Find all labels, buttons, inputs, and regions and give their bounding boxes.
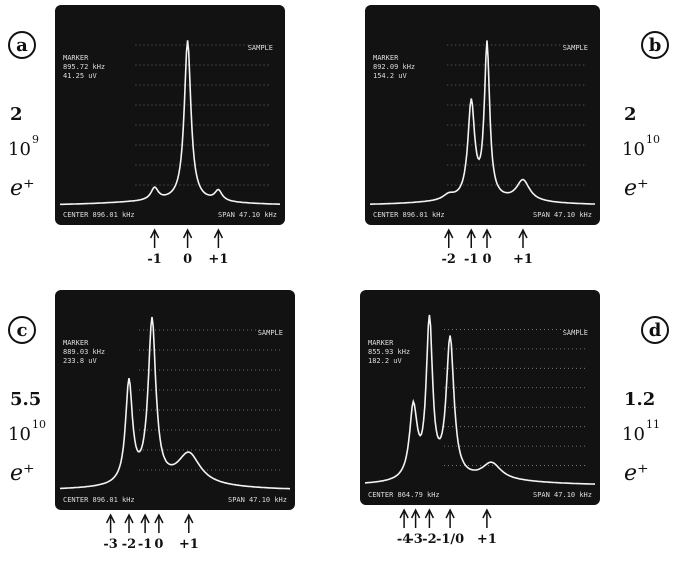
arrow-head — [213, 228, 224, 239]
marker-freq: 895.72 kHz — [63, 63, 105, 71]
marker-amp: 41.25 uV — [63, 72, 98, 80]
panel-label: d — [649, 320, 662, 341]
density-exponent: 10 — [32, 418, 46, 431]
label-circle — [641, 316, 669, 344]
arrow-label: 0 — [154, 537, 163, 552]
arrow-head — [149, 228, 160, 239]
center: CENTER 896.01 kHz — [373, 211, 445, 219]
arrow-head — [124, 513, 134, 524]
arrow-label: -1/0 — [436, 532, 464, 547]
mode: SAMPLE — [248, 44, 273, 52]
density-exponent: 9 — [32, 133, 39, 146]
arrow-head — [445, 508, 455, 519]
screen — [55, 290, 295, 510]
arrow-label: +1 — [179, 537, 199, 552]
marker-amp: 154.2 uV — [373, 72, 408, 80]
screen — [360, 290, 600, 505]
label-circle — [641, 31, 669, 59]
arrow-head — [410, 508, 421, 519]
arrow-head — [184, 513, 194, 524]
span: SPAN 47.10 kHz — [533, 491, 592, 499]
density: 2 — [624, 104, 637, 125]
marker-label: MARKER — [63, 54, 89, 62]
arrow-label: 0 — [482, 252, 491, 267]
density-exponent: 10 — [646, 133, 660, 146]
trace — [364, 314, 595, 485]
arrow-head — [182, 228, 193, 239]
density-base: 10 — [8, 424, 31, 445]
trace — [60, 316, 290, 490]
arrow-label: +1 — [477, 532, 497, 547]
mode: SAMPLE — [563, 44, 588, 52]
marker-amp: 233.8 uV — [63, 357, 98, 365]
arrow-head — [466, 228, 476, 239]
arrow-head — [399, 508, 409, 519]
trace — [59, 40, 280, 206]
panel-label: a — [16, 35, 28, 56]
arrow-head — [105, 513, 116, 524]
arrow-head — [482, 508, 492, 519]
arrow-label: -4 — [397, 532, 411, 547]
arrow-label: -3 — [408, 532, 422, 547]
density: 1.2 — [624, 389, 655, 410]
density: 5.5 — [10, 389, 41, 410]
marker-label: MARKER — [373, 54, 399, 62]
density-base: 10 — [8, 139, 31, 160]
arrow-head — [444, 228, 454, 239]
arrow-label: 0 — [183, 252, 192, 267]
arrow-head — [154, 513, 164, 524]
mode: SAMPLE — [258, 329, 283, 337]
particle: e⁺ — [10, 176, 35, 201]
arrow-label: +1 — [208, 252, 228, 267]
marker-amp: 182.2 uV — [368, 357, 403, 365]
arrow-head — [482, 228, 492, 239]
span: SPAN 47.10 kHz — [228, 496, 287, 504]
arrow-label: -1 — [464, 252, 478, 267]
marker-label: MARKER — [63, 339, 89, 347]
arrow-label: -3 — [103, 537, 117, 552]
label-circle — [8, 316, 36, 344]
density: 2 — [10, 104, 23, 125]
arrow-label: +1 — [513, 252, 533, 267]
particle: e⁺ — [10, 461, 35, 486]
span: SPAN 47.10 kHz — [218, 211, 277, 219]
center: CENTER 896.01 kHz — [63, 496, 135, 504]
arrow-label: -2 — [122, 537, 136, 552]
arrow-head — [518, 228, 528, 239]
arrow-label: -2 — [442, 252, 456, 267]
panel-label: b — [649, 35, 662, 56]
arrow-head — [140, 513, 150, 524]
arrow-label: -1 — [147, 252, 161, 267]
density-exponent: 11 — [646, 418, 660, 431]
screen — [365, 5, 600, 225]
density-base: 10 — [622, 424, 645, 445]
marker-freq: 892.09 kHz — [373, 63, 415, 71]
particle: e⁺ — [624, 461, 649, 486]
marker-freq: 889.03 kHz — [63, 348, 105, 356]
arrow-label: -1 — [138, 537, 152, 552]
trace — [370, 40, 596, 205]
center: CENTER 864.79 kHz — [368, 491, 440, 499]
span: SPAN 47.10 kHz — [533, 211, 592, 219]
density-base: 10 — [622, 139, 645, 160]
center: CENTER 896.01 kHz — [63, 211, 135, 219]
arrow-label: -2 — [422, 532, 436, 547]
mode: SAMPLE — [563, 329, 588, 337]
panel-label: c — [17, 320, 28, 341]
screen — [55, 5, 285, 225]
particle: e⁺ — [624, 176, 649, 201]
label-circle — [8, 31, 36, 59]
arrow-head — [424, 508, 435, 519]
marker-label: MARKER — [368, 339, 394, 347]
marker-freq: 855.93 kHz — [368, 348, 410, 356]
